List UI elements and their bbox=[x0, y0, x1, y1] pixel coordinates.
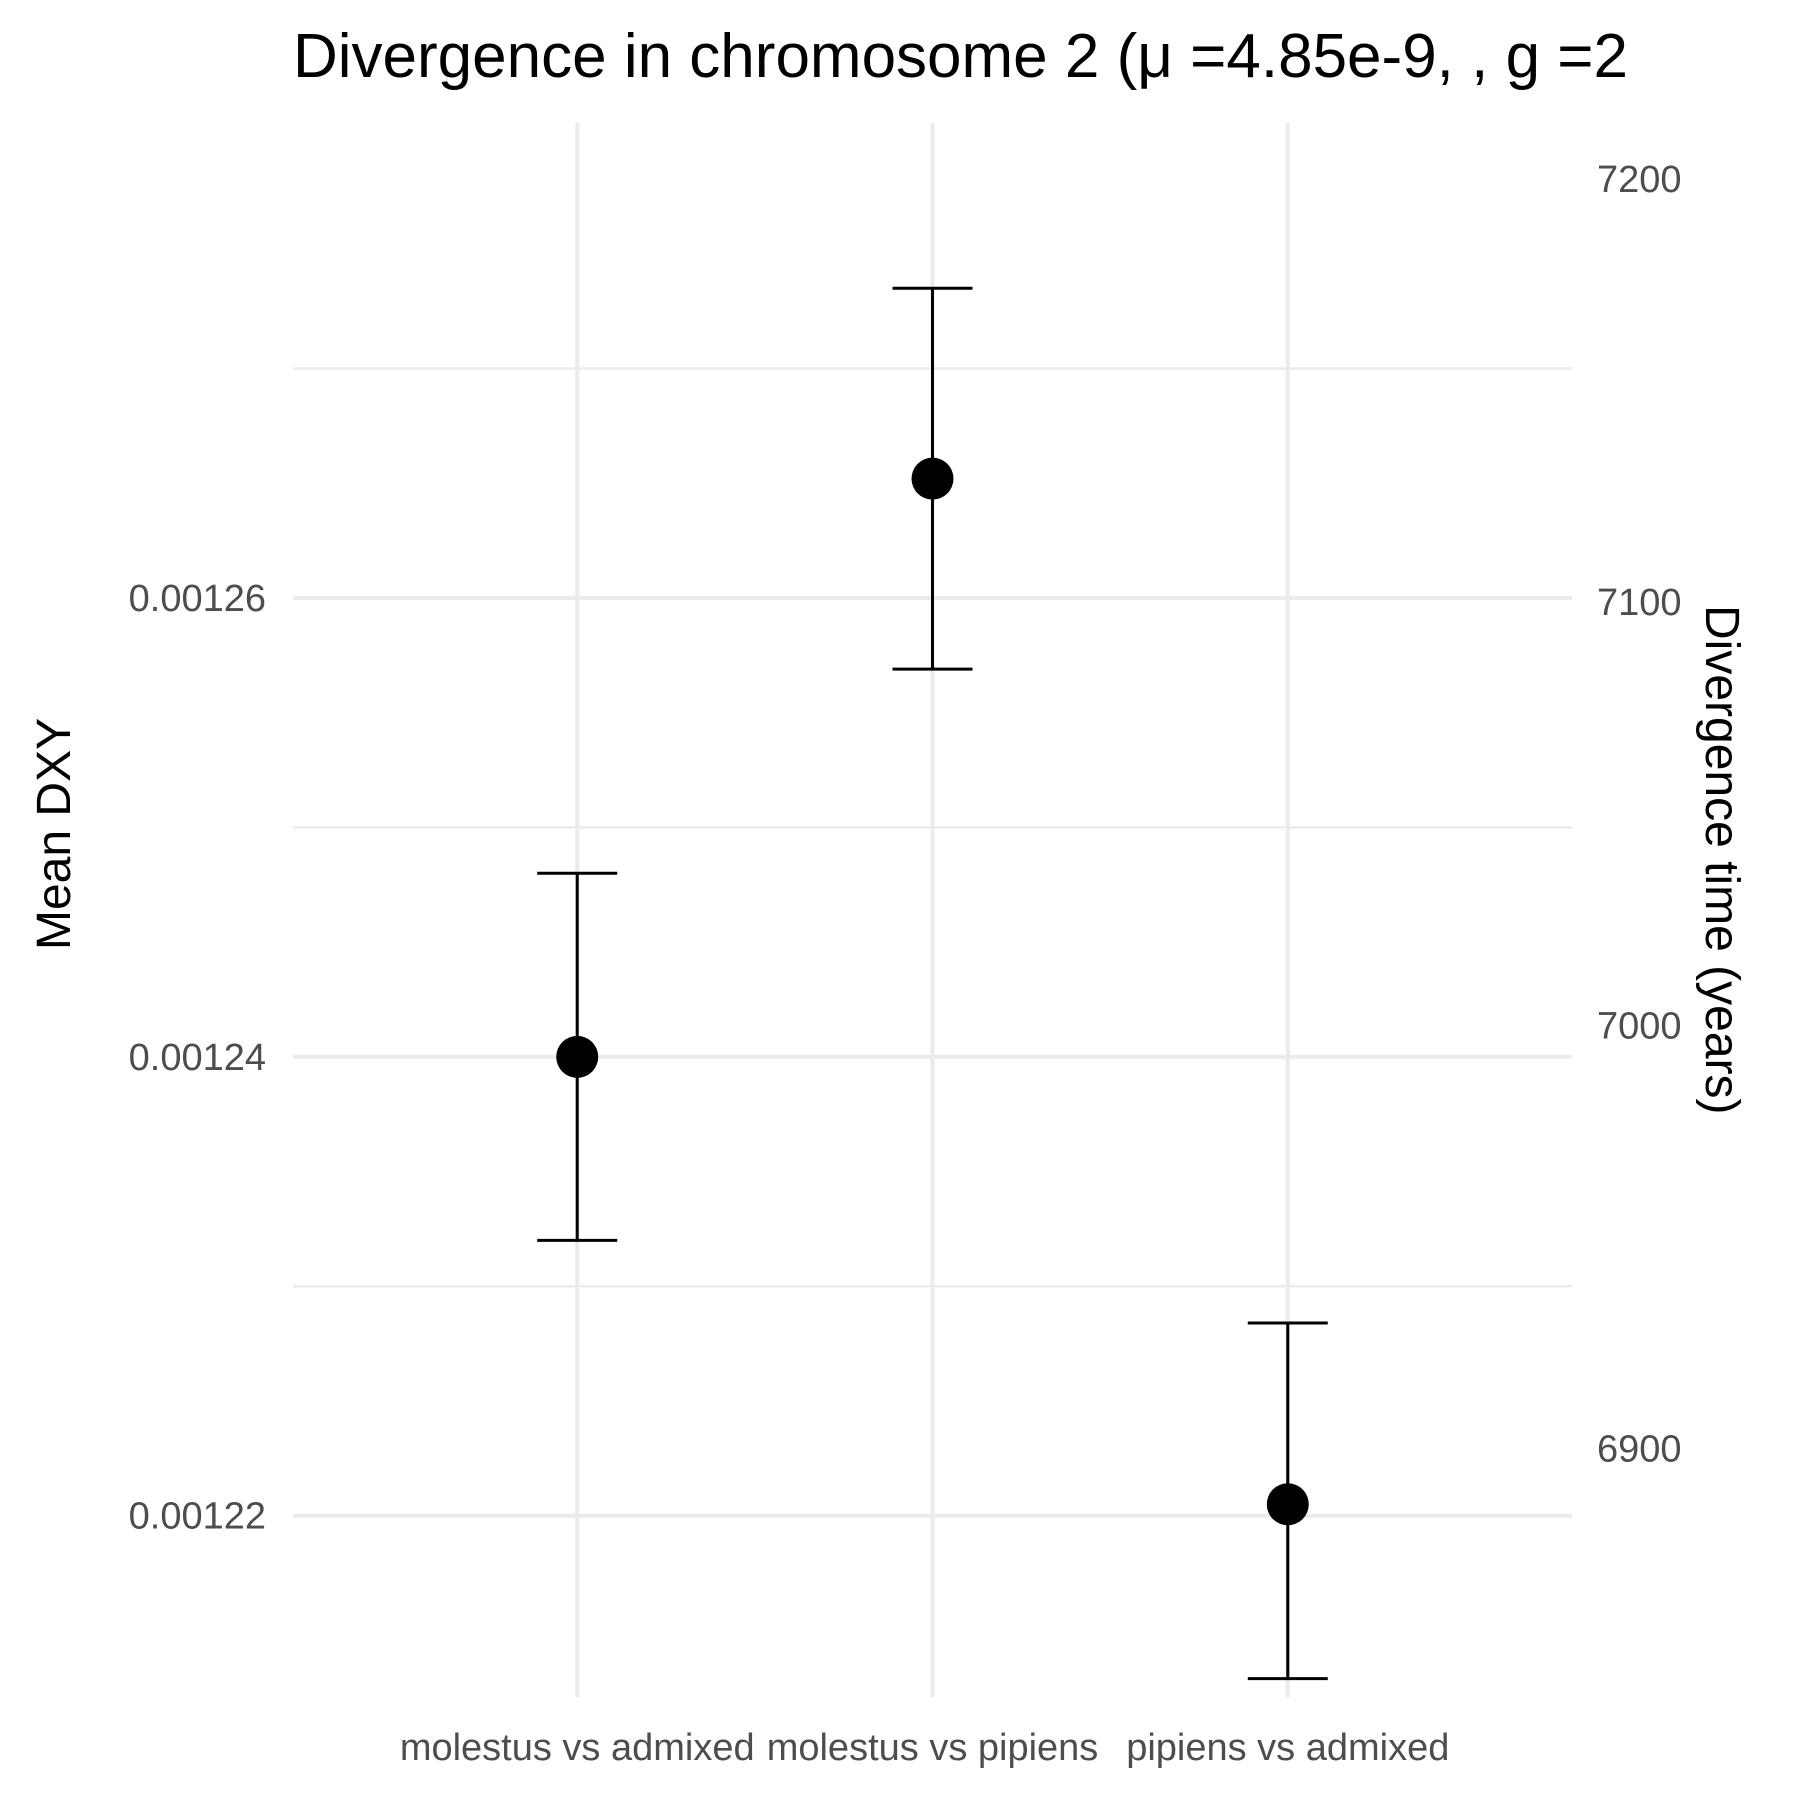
y2-tick-label: 7200 bbox=[1597, 159, 1682, 201]
chart-title: Divergence in chromosome 2 (μ =4.85e-9, … bbox=[293, 22, 1628, 91]
y2-axis-title: Divergence time (years) bbox=[1695, 605, 1748, 1114]
y-axis-title: Mean DXY bbox=[28, 718, 81, 950]
y-tick-label: 0.00124 bbox=[129, 1037, 266, 1079]
x-tick-label: molestus vs admixed bbox=[400, 1727, 755, 1769]
y2-tick-label: 6900 bbox=[1597, 1429, 1682, 1471]
data-marks bbox=[537, 286, 1328, 1681]
tick-labels: 0.00122 0.00124 0.00126 molestus vs admixed… bbox=[129, 159, 1682, 1769]
data-point bbox=[1266, 1483, 1309, 1526]
y2-tick-label: 7000 bbox=[1597, 1005, 1682, 1047]
data-point bbox=[556, 1035, 599, 1078]
data-point bbox=[911, 457, 954, 500]
x-tick-label: pipiens vs admixed bbox=[1126, 1727, 1449, 1769]
y-tick-label: 0.00126 bbox=[129, 578, 266, 620]
y2-tick-label: 7100 bbox=[1597, 582, 1682, 624]
x-tick-label: molestus vs pipiens bbox=[767, 1727, 1099, 1769]
y-tick-label: 0.00122 bbox=[129, 1496, 266, 1538]
